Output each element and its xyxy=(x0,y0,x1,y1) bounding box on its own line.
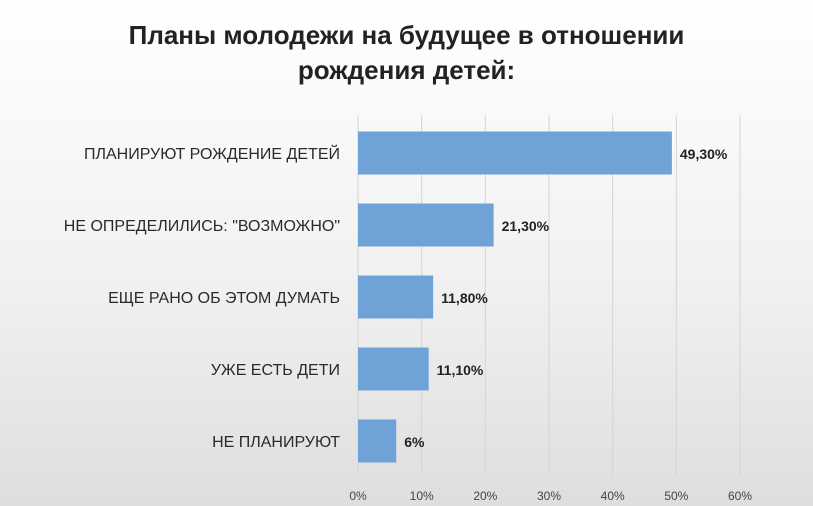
x-tick-label-4: 40% xyxy=(601,489,625,503)
bar-2 xyxy=(358,275,434,319)
category-label-2: ЕЩЕ РАНО ОБ ЭТОМ ДУМАТЬ xyxy=(108,290,340,307)
bar-4 xyxy=(358,419,397,463)
chart-title-line-1: Планы молодежи на будущее в отношении xyxy=(128,20,685,50)
bar-3 xyxy=(358,347,429,391)
x-tick-label-5: 50% xyxy=(664,489,688,503)
category-label-4: НЕ ПЛАНИРУЮТ xyxy=(212,434,340,451)
x-tick-label-1: 10% xyxy=(410,489,434,503)
chart-title: Планы молодежи на будущее в отношении ро… xyxy=(0,18,813,88)
value-label-2: 11,80% xyxy=(441,290,488,306)
x-tick-label-0: 0% xyxy=(349,489,367,503)
value-label-4: 6% xyxy=(404,434,425,450)
value-label-0: 49,30% xyxy=(680,146,728,162)
x-tick-label-6: 60% xyxy=(728,489,752,503)
bar-1 xyxy=(358,203,494,247)
category-label-0: ПЛАНИРУЮТ РОЖДЕНИЕ ДЕТЕЙ xyxy=(84,144,340,163)
bar-0 xyxy=(358,131,672,175)
category-label-1: НЕ ОПРЕДЕЛИЛИСЬ: "ВОЗМОЖНО" xyxy=(64,218,340,235)
category-label-3: УЖЕ ЕСТЬ ДЕТИ xyxy=(211,362,340,379)
value-label-1: 21,30% xyxy=(502,218,550,234)
x-tick-label-3: 30% xyxy=(537,489,561,503)
value-label-3: 11,10% xyxy=(437,362,484,378)
x-tick-label-2: 20% xyxy=(473,489,497,503)
chart-title-line-2: рождения детей: xyxy=(297,55,516,85)
